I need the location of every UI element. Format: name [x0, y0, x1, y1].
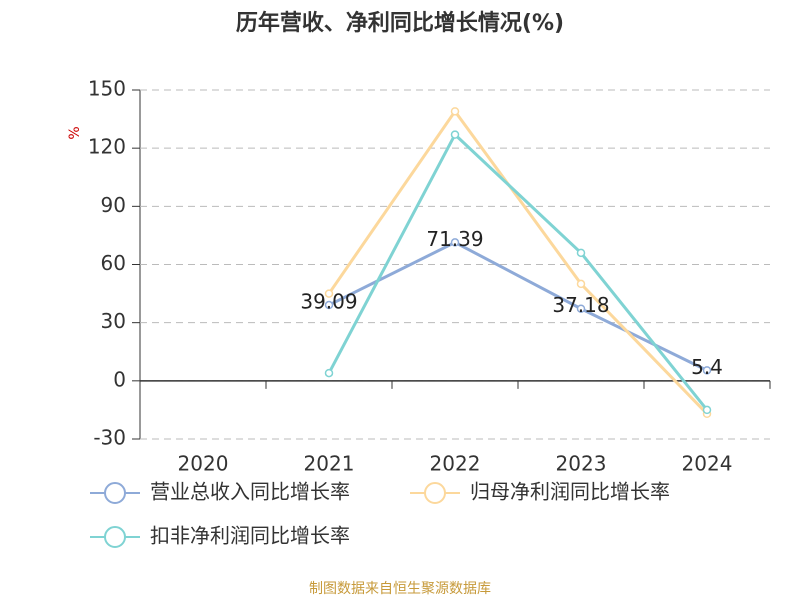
- y-tick-label: 60: [101, 251, 126, 275]
- y-tick-label: 120: [88, 135, 126, 159]
- y-tick-label: 150: [88, 77, 126, 101]
- y-axis-label: %: [67, 126, 83, 139]
- y-tick-label: 30: [101, 309, 126, 333]
- x-tick-label: 2024: [682, 452, 733, 476]
- y-tick-label: 0: [113, 367, 126, 391]
- series-line: [327, 108, 709, 415]
- source-note: 制图数据来自恒生聚源数据库: [309, 581, 491, 597]
- data-label: 37.18: [552, 293, 609, 317]
- y-tick-label: -30: [93, 426, 126, 450]
- x-tick-label: 2020: [178, 452, 229, 476]
- legend-label: 扣非净利润同比增长率: [150, 524, 350, 548]
- data-point: [324, 368, 334, 378]
- legend-marker: [104, 482, 126, 504]
- data-point: [576, 279, 586, 289]
- legend-marker: [424, 482, 446, 504]
- data-label: 39.09: [300, 290, 357, 314]
- legend-marker: [104, 526, 126, 548]
- data-label: 71.39: [426, 227, 483, 251]
- legend-label: 营业总收入同比增长率: [150, 480, 350, 504]
- data-point: [450, 238, 460, 247]
- data-label: 5.4: [691, 355, 723, 379]
- y-tick-label: 90: [101, 193, 126, 217]
- data-point: [576, 304, 586, 313]
- data-point: [450, 130, 460, 139]
- chart-title: 历年营收、净利同比增长情况(%): [236, 10, 564, 36]
- data-point: [576, 248, 586, 258]
- x-tick-label: 2023: [556, 452, 607, 476]
- series-line: [327, 132, 709, 411]
- legend-label: 归母净利润同比增长率: [470, 480, 670, 504]
- data-point: [702, 366, 712, 375]
- series-line: [328, 240, 708, 372]
- data-point: [324, 300, 334, 310]
- data-point: [450, 107, 460, 116]
- x-tick-label: 2021: [304, 452, 355, 476]
- x-tick-label: 2022: [430, 452, 481, 476]
- data-point: [324, 289, 334, 298]
- data-point: [702, 405, 712, 415]
